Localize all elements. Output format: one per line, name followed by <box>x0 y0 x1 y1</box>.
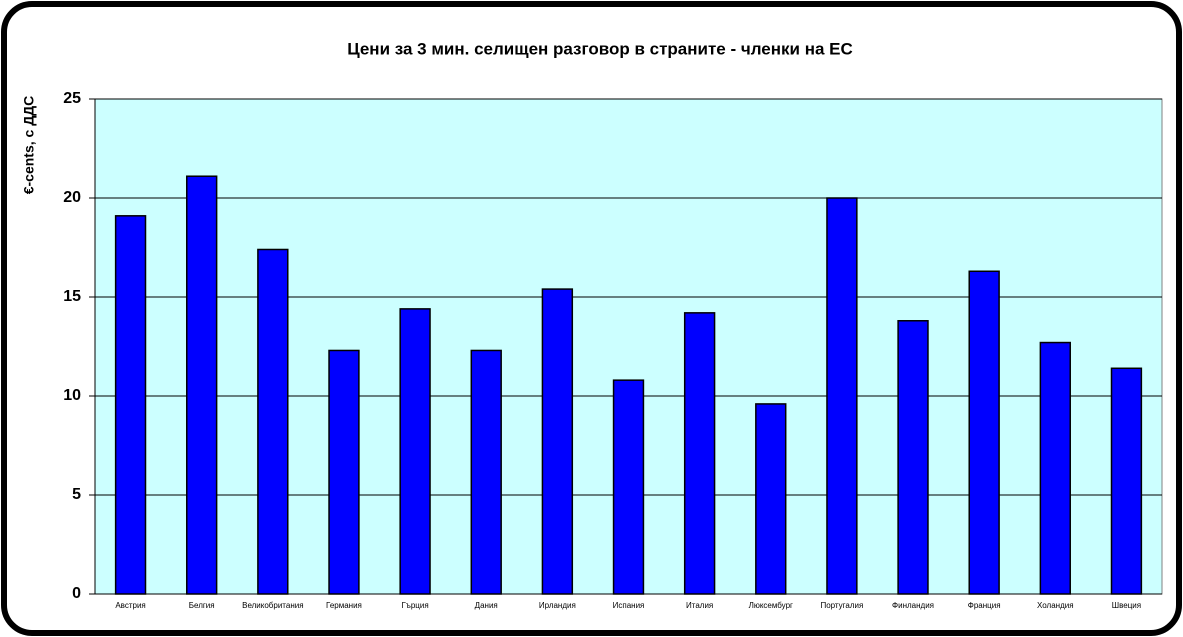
y-tick-label: 15 <box>63 288 81 305</box>
x-tick-label: Великобритания <box>242 601 303 610</box>
bar <box>1039 341 1071 595</box>
x-tick-label: Швеция <box>1112 601 1141 610</box>
x-tick-label: Белгия <box>189 601 215 610</box>
bar <box>612 379 645 595</box>
x-tick-label: Гърция <box>402 601 429 610</box>
y-tick-label: 0 <box>72 585 81 602</box>
y-tick-label: 5 <box>72 486 81 503</box>
chart-title: Цени за 3 мин. селищен разговор в страни… <box>347 39 853 58</box>
x-tick-label: Финландия <box>892 601 934 610</box>
bar <box>541 288 574 595</box>
x-tick-label: Испания <box>613 601 645 610</box>
x-tick-label: Италия <box>686 601 713 610</box>
bar <box>683 312 716 595</box>
bar <box>470 349 502 595</box>
bar <box>186 175 218 595</box>
y-tick-label: 25 <box>63 90 81 107</box>
x-tick-label: Португалия <box>820 601 863 610</box>
x-tick-label: Франция <box>968 601 1001 610</box>
x-tick-label: Германия <box>326 601 362 610</box>
x-tick-label: Холандия <box>1037 601 1074 610</box>
y-tick-label: 10 <box>63 387 81 404</box>
x-tick-label: Ирландия <box>539 601 576 610</box>
bar <box>826 197 858 595</box>
bar <box>399 308 431 595</box>
x-tick-label: Австрия <box>115 601 145 610</box>
bar <box>114 215 147 595</box>
y-axis-label: €-cents, с ДДС <box>21 96 37 195</box>
bar <box>328 349 360 595</box>
bar <box>1110 367 1143 595</box>
bar <box>257 248 289 595</box>
bar <box>897 320 929 595</box>
bar <box>968 270 1000 595</box>
x-tick-label: Люксембург <box>749 601 793 610</box>
bar <box>755 403 787 595</box>
x-tick-label: Дания <box>475 601 498 610</box>
y-tick-label: 20 <box>63 189 81 206</box>
